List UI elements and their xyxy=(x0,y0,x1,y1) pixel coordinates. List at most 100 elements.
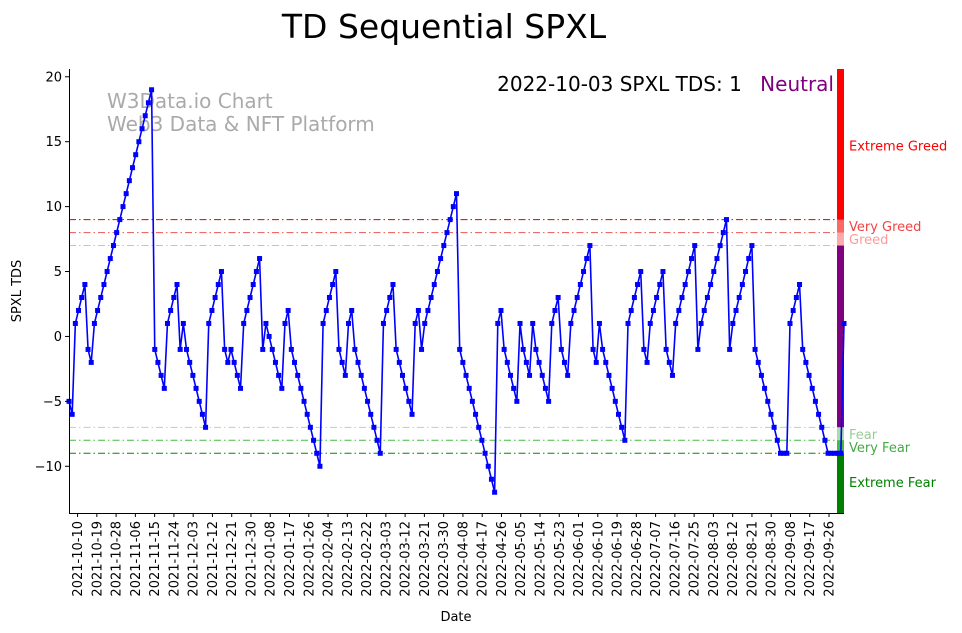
data-point-103 xyxy=(393,346,399,352)
data-point-211 xyxy=(736,294,742,300)
data-point-64 xyxy=(269,346,275,352)
data-point-196 xyxy=(689,256,695,262)
data-point-3 xyxy=(76,307,82,313)
data-point-22 xyxy=(136,139,142,145)
data-point-122 xyxy=(454,191,459,197)
data-point-223 xyxy=(774,437,780,443)
data-point-112 xyxy=(422,320,428,326)
data-point-56 xyxy=(244,307,250,313)
data-point-9 xyxy=(95,307,101,313)
x-tick-label-28: 2022-06-19 xyxy=(611,521,626,597)
data-point-39 xyxy=(190,372,196,378)
status-label: 2022-10-03 SPXL TDS: 1 xyxy=(497,72,742,96)
x-tick-label-4: 2021-11-15 xyxy=(148,521,163,597)
data-point-167 xyxy=(596,320,602,326)
x-tick-label-25: 2022-05-23 xyxy=(553,521,568,597)
data-point-242 xyxy=(835,450,841,456)
data-point-19 xyxy=(126,178,132,184)
data-point-50 xyxy=(225,359,231,365)
data-point-231 xyxy=(800,346,806,352)
data-point-18 xyxy=(123,191,129,197)
data-point-130 xyxy=(479,437,485,443)
data-point-76 xyxy=(307,424,313,430)
data-point-101 xyxy=(387,294,393,300)
zone-segment-6 xyxy=(837,453,844,513)
data-point-141 xyxy=(514,398,520,404)
data-point-142 xyxy=(517,320,523,326)
data-point-106 xyxy=(403,385,409,391)
data-point-54 xyxy=(238,385,244,391)
data-point-95 xyxy=(368,411,374,417)
data-point-49 xyxy=(222,346,228,352)
x-tick-label-6: 2021-12-03 xyxy=(187,521,202,597)
data-point-169 xyxy=(603,359,609,365)
data-point-225 xyxy=(781,450,787,456)
data-point-181 xyxy=(641,346,647,352)
data-point-146 xyxy=(530,320,536,326)
x-tick-label-7: 2021-12-12 xyxy=(206,521,221,597)
data-point-158 xyxy=(568,320,574,326)
x-tick-label-36: 2022-08-30 xyxy=(765,521,780,597)
data-point-173 xyxy=(615,411,621,417)
data-point-17 xyxy=(120,204,126,210)
data-point-24 xyxy=(142,113,148,119)
data-point-202 xyxy=(708,282,714,288)
data-point-224 xyxy=(777,450,783,456)
x-tick-label-12: 2022-01-26 xyxy=(302,521,317,597)
data-point-123 xyxy=(457,346,463,352)
zone-label-0: Extreme Greed xyxy=(849,140,947,155)
data-point-127 xyxy=(469,398,475,404)
data-point-27 xyxy=(152,346,158,352)
x-ticks: 2021-10-10 2021-10-19 2021-10-28 2021-11-06… xyxy=(71,513,838,597)
x-tick-label-22: 2022-04-26 xyxy=(495,521,510,597)
x-tick-label-10: 2022-01-08 xyxy=(264,521,279,597)
data-point-53 xyxy=(234,372,240,378)
series-line xyxy=(68,88,845,494)
data-point-21 xyxy=(133,152,139,158)
data-point-145 xyxy=(527,372,533,378)
data-point-240 xyxy=(828,450,834,456)
data-point-102 xyxy=(390,282,396,288)
data-point-198 xyxy=(695,346,701,352)
data-point-239 xyxy=(825,450,831,456)
data-point-47 xyxy=(215,282,221,288)
data-point-83 xyxy=(330,282,336,288)
data-point-105 xyxy=(400,372,406,378)
data-point-210 xyxy=(733,307,739,313)
data-point-241 xyxy=(831,450,837,456)
data-point-78 xyxy=(314,450,320,456)
data-point-68 xyxy=(282,320,288,326)
data-point-151 xyxy=(546,398,552,404)
data-point-129 xyxy=(476,424,482,430)
data-point-175 xyxy=(622,437,628,443)
data-point-97 xyxy=(374,437,380,443)
x-tick-label-30: 2022-07-07 xyxy=(649,521,664,597)
x-tick-label-1: 2021-10-19 xyxy=(90,521,105,597)
data-point-65 xyxy=(272,359,278,365)
data-point-79 xyxy=(317,463,323,469)
data-point-63 xyxy=(266,333,272,339)
x-tick-label-15: 2022-02-22 xyxy=(360,521,375,597)
y-tick-label-0: −10 xyxy=(35,460,62,475)
data-point-155 xyxy=(558,346,564,352)
y-tick-label-5: 15 xyxy=(45,135,62,150)
data-point-93 xyxy=(361,385,367,391)
x-tick-label-38: 2022-09-17 xyxy=(803,521,818,597)
zone-segment-0 xyxy=(837,69,844,220)
x-tick-label-8: 2021-12-21 xyxy=(225,521,240,597)
data-point-139 xyxy=(507,372,513,378)
y-tick-label-3: 5 xyxy=(54,265,62,280)
data-point-143 xyxy=(520,346,526,352)
data-point-62 xyxy=(263,320,269,326)
data-point-128 xyxy=(473,411,479,417)
data-point-25 xyxy=(145,100,151,106)
data-point-28 xyxy=(155,359,161,365)
data-point-71 xyxy=(292,359,298,365)
data-point-107 xyxy=(406,398,412,404)
data-point-42 xyxy=(199,411,205,417)
data-point-96 xyxy=(371,424,377,430)
data-point-190 xyxy=(669,372,675,378)
data-point-227 xyxy=(787,320,793,326)
data-point-147 xyxy=(533,346,539,352)
data-point-125 xyxy=(463,372,469,378)
